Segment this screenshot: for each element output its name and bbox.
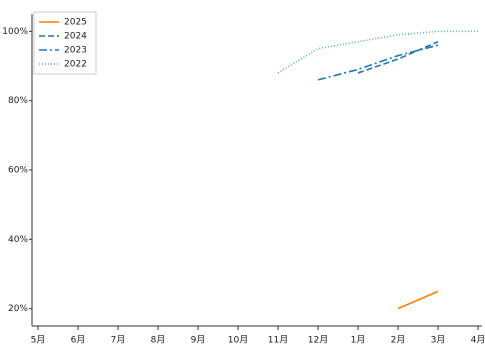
x-tick-label: 9月: [191, 335, 206, 346]
x-tick-label: 4月: [471, 335, 485, 346]
y-tick-label: 80%: [8, 96, 28, 106]
series-line: [397, 290, 439, 310]
legend-label: 2024: [64, 32, 87, 42]
x-tick-label: 11月: [268, 335, 288, 346]
x-tick-label: 8月: [151, 335, 166, 346]
x-tick-label: 12月: [308, 335, 328, 346]
y-tick-label: 60%: [8, 166, 28, 176]
x-tick-label: 10月: [228, 335, 248, 346]
series-line: [277, 30, 478, 74]
x-tick-label: 1月: [351, 335, 366, 346]
legend-label: 2023: [64, 46, 87, 56]
legend-label: 2022: [64, 60, 87, 70]
x-tick-label: 7月: [111, 335, 126, 346]
x-tick-label: 5月: [31, 335, 46, 346]
x-tick-label: 6月: [71, 335, 86, 346]
legend: 2025 2024 2023 2022: [33, 11, 97, 75]
y-tick-label: 20%: [8, 304, 28, 314]
x-tick-label: 3月: [431, 335, 446, 346]
y-tick-label: 40%: [8, 235, 28, 245]
y-tick-label: 100%: [2, 27, 28, 37]
series-line: [317, 44, 439, 81]
legend-label: 2025: [64, 18, 87, 28]
series-line: [357, 40, 439, 74]
x-tick-label: 2月: [391, 335, 406, 346]
